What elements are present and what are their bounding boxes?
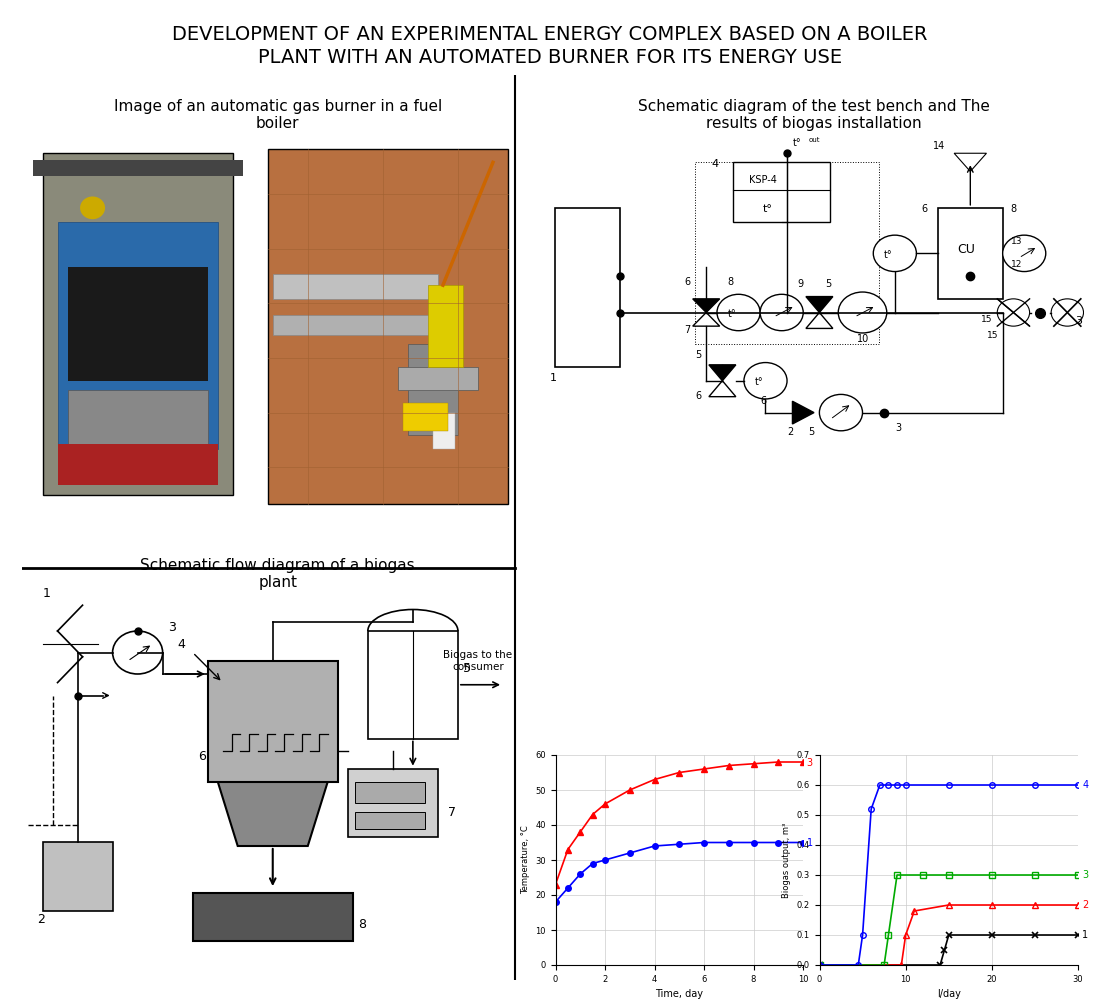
Text: 6: 6 xyxy=(760,395,767,406)
Text: 15: 15 xyxy=(987,331,998,340)
Polygon shape xyxy=(792,401,814,424)
Circle shape xyxy=(820,394,862,431)
Circle shape xyxy=(873,235,916,272)
Circle shape xyxy=(838,292,887,333)
Text: 7: 7 xyxy=(448,806,455,819)
Text: t°: t° xyxy=(884,250,893,260)
Bar xyxy=(43,842,112,910)
Polygon shape xyxy=(954,153,987,171)
Text: 3: 3 xyxy=(1082,870,1088,880)
Text: PLANT WITH AN AUTOMATED BURNER FOR ITS ENERGY USE: PLANT WITH AN AUTOMATED BURNER FOR ITS E… xyxy=(257,48,843,67)
Bar xyxy=(57,222,218,449)
Polygon shape xyxy=(806,297,833,312)
Text: Schematic flow diagram of a biogas
plant: Schematic flow diagram of a biogas plant xyxy=(141,558,415,590)
Text: 4: 4 xyxy=(1082,780,1088,790)
Text: 12: 12 xyxy=(1011,260,1022,269)
Text: 15: 15 xyxy=(981,315,992,324)
Text: 3: 3 xyxy=(1076,316,1082,326)
Text: 5: 5 xyxy=(695,350,702,360)
Text: KSP-4: KSP-4 xyxy=(749,175,778,185)
Circle shape xyxy=(112,631,163,674)
Circle shape xyxy=(717,294,760,331)
Bar xyxy=(33,160,243,176)
Text: 5: 5 xyxy=(808,427,815,437)
Bar xyxy=(267,149,508,504)
Bar xyxy=(433,413,455,449)
Text: 5: 5 xyxy=(825,279,830,289)
Text: 6: 6 xyxy=(198,750,206,763)
Text: 4: 4 xyxy=(712,159,718,169)
Text: 8: 8 xyxy=(358,918,366,931)
Text: 1: 1 xyxy=(1082,930,1088,940)
Bar xyxy=(192,893,353,941)
Text: 6: 6 xyxy=(684,277,691,287)
Bar xyxy=(355,782,426,803)
Y-axis label: Temperature, °C: Temperature, °C xyxy=(520,826,529,894)
Text: DEVELOPMENT OF AN EXPERIMENTAL ENERGY COMPLEX BASED ON A BOILER: DEVELOPMENT OF AN EXPERIMENTAL ENERGY CO… xyxy=(173,25,927,44)
Text: 3: 3 xyxy=(167,621,176,634)
Bar xyxy=(348,769,438,837)
Text: Schematic diagram of the test bench and The
results of biogas installation: Schematic diagram of the test bench and … xyxy=(638,99,990,131)
Text: 4: 4 xyxy=(178,638,186,651)
Polygon shape xyxy=(218,782,328,846)
Bar xyxy=(273,274,438,299)
Text: 13: 13 xyxy=(1011,237,1022,246)
Text: 10: 10 xyxy=(857,334,869,344)
Text: t°: t° xyxy=(792,138,801,148)
Text: 6: 6 xyxy=(695,391,702,401)
Text: 2: 2 xyxy=(1082,900,1089,910)
Text: 14: 14 xyxy=(933,141,945,151)
Text: 6: 6 xyxy=(922,204,928,214)
Bar xyxy=(408,344,458,435)
Bar xyxy=(57,444,218,485)
Text: out: out xyxy=(808,137,821,143)
Text: t°: t° xyxy=(728,309,736,319)
Text: 2: 2 xyxy=(37,913,45,926)
Polygon shape xyxy=(693,299,719,312)
Polygon shape xyxy=(693,312,719,326)
Text: CU: CU xyxy=(957,243,975,256)
Text: 5: 5 xyxy=(463,662,471,675)
X-axis label: Time, day: Time, day xyxy=(656,989,703,999)
Bar xyxy=(367,631,458,738)
Text: 8: 8 xyxy=(728,277,734,287)
X-axis label: l/day: l/day xyxy=(937,989,960,999)
Bar xyxy=(398,367,478,390)
Bar xyxy=(403,403,448,431)
Text: 1: 1 xyxy=(806,838,813,848)
Text: 1: 1 xyxy=(43,587,51,600)
Bar xyxy=(273,315,438,335)
Text: 7: 7 xyxy=(684,325,691,335)
Polygon shape xyxy=(708,365,736,381)
Bar xyxy=(43,153,233,494)
Bar xyxy=(734,162,830,222)
Text: t°: t° xyxy=(755,377,763,387)
Text: Image of an automatic gas burner in a fuel
boiler: Image of an automatic gas burner in a fu… xyxy=(113,99,442,131)
Bar xyxy=(938,208,1003,299)
Circle shape xyxy=(744,363,786,399)
Text: t°: t° xyxy=(762,204,772,214)
Text: 2: 2 xyxy=(786,427,793,437)
Text: Biogas to the
consumer: Biogas to the consumer xyxy=(443,650,513,672)
Bar xyxy=(556,208,620,367)
Bar xyxy=(355,812,426,829)
Polygon shape xyxy=(708,381,736,397)
Circle shape xyxy=(760,294,803,331)
Circle shape xyxy=(80,196,106,219)
Bar xyxy=(208,661,338,782)
Text: 1: 1 xyxy=(550,373,557,383)
Y-axis label: Biogas output, m³: Biogas output, m³ xyxy=(782,822,791,898)
Bar xyxy=(428,285,463,367)
Polygon shape xyxy=(806,312,833,328)
Bar xyxy=(67,390,208,444)
Text: 3: 3 xyxy=(806,758,813,768)
Circle shape xyxy=(1003,235,1046,272)
Bar xyxy=(67,267,208,381)
Text: 9: 9 xyxy=(798,279,804,289)
Text: 3: 3 xyxy=(895,423,901,433)
Text: 8: 8 xyxy=(1011,204,1016,214)
